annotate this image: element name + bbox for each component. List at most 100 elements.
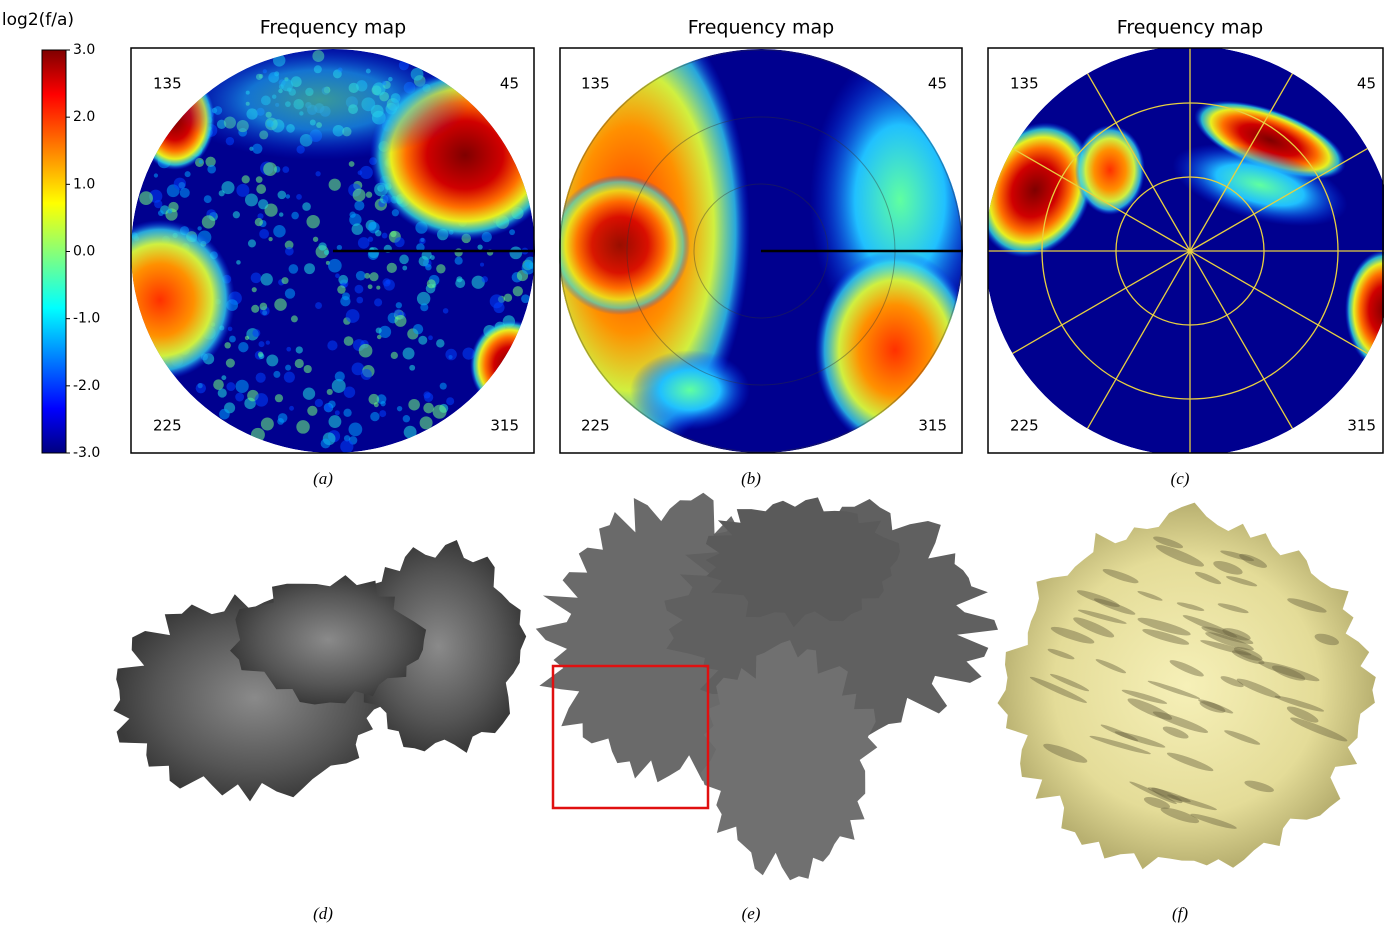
- speckle: [278, 191, 287, 200]
- speckle: [370, 412, 379, 421]
- speckle: [185, 171, 191, 177]
- angle-label: 225: [581, 417, 610, 435]
- speckle: [397, 406, 402, 411]
- speckle: [352, 223, 363, 234]
- angle-label: 315: [1347, 417, 1376, 435]
- speckle: [335, 371, 345, 381]
- speckle: [428, 335, 433, 340]
- speckle: [359, 344, 373, 358]
- speckle: [289, 264, 299, 274]
- speckle: [513, 286, 523, 296]
- speckle: [221, 375, 226, 380]
- speckle: [360, 166, 373, 179]
- speckle: [226, 358, 235, 367]
- speckle: [304, 263, 315, 274]
- speckle: [251, 272, 262, 283]
- angle-label: 45: [500, 75, 519, 93]
- speckle: [356, 271, 366, 281]
- speckle: [204, 195, 212, 203]
- speckle: [213, 379, 224, 390]
- speckle: [524, 257, 536, 269]
- speckle: [509, 229, 515, 235]
- speckle: [285, 288, 295, 298]
- speckle: [306, 215, 319, 228]
- speckle: [343, 409, 351, 417]
- speckle: [197, 226, 201, 230]
- speckle: [289, 406, 294, 411]
- speckle: [368, 237, 373, 242]
- angle-label: 315: [918, 417, 947, 435]
- caption: (e): [742, 904, 761, 923]
- speckle: [328, 259, 342, 273]
- speckle: [266, 354, 278, 366]
- speckle: [417, 292, 430, 305]
- colorbar-tick-label: -2.0: [73, 378, 100, 394]
- speckle: [387, 263, 397, 273]
- speckle: [327, 389, 333, 395]
- speckle: [318, 242, 326, 250]
- speckle: [427, 279, 436, 288]
- speckle: [259, 229, 269, 239]
- speckle: [480, 263, 484, 267]
- speckle: [340, 440, 353, 453]
- speckle: [420, 416, 433, 429]
- speckle: [282, 277, 289, 284]
- angle-label: 225: [153, 417, 182, 435]
- speckle: [369, 272, 378, 281]
- speckle: [255, 393, 268, 406]
- speckle: [282, 166, 289, 173]
- speckle: [277, 418, 284, 425]
- figure: log2(f/a)3.02.01.00.0-1.0-2.0-3.0Frequen…: [0, 0, 1384, 927]
- speckle: [344, 336, 354, 346]
- speckle: [356, 297, 363, 304]
- speckle: [521, 294, 530, 303]
- speckle: [327, 340, 337, 350]
- speckle: [219, 190, 225, 196]
- speckle: [296, 420, 309, 433]
- speckle: [236, 184, 249, 197]
- speckle: [329, 415, 342, 428]
- caption: (c): [1171, 469, 1190, 488]
- speckle: [443, 308, 449, 314]
- speckle: [361, 369, 372, 380]
- caption: (b): [741, 469, 761, 488]
- speckle: [279, 212, 283, 216]
- speckle: [403, 415, 410, 422]
- speckle: [335, 273, 340, 278]
- speckle: [202, 215, 215, 228]
- speckle: [391, 352, 398, 359]
- blob: [85, 220, 235, 380]
- speckle: [436, 264, 445, 273]
- caption: (d): [313, 904, 333, 923]
- speckle: [376, 328, 382, 334]
- speckle: [248, 239, 256, 247]
- speckle: [413, 324, 423, 334]
- blob: [815, 250, 975, 450]
- speckle: [344, 386, 355, 397]
- speckle: [260, 303, 268, 311]
- colorbar-tick-label: 2.0: [73, 109, 95, 125]
- speckle: [268, 237, 272, 241]
- speckle: [342, 292, 350, 300]
- speckle: [490, 294, 504, 308]
- speckle: [285, 365, 291, 371]
- speckle: [349, 161, 355, 167]
- speckle: [154, 173, 158, 177]
- angle-label: 135: [1010, 75, 1039, 93]
- speckle: [229, 336, 236, 343]
- speckle: [423, 403, 434, 414]
- speckle: [236, 260, 241, 265]
- speckle: [274, 298, 287, 311]
- speckle: [425, 264, 431, 270]
- speckle: [329, 179, 341, 191]
- speckle: [261, 418, 274, 431]
- speckle: [504, 294, 512, 302]
- speckle: [436, 339, 444, 347]
- speckle: [376, 286, 380, 290]
- speckle: [263, 162, 277, 176]
- speckle: [291, 212, 299, 220]
- speckle: [233, 211, 240, 218]
- speckle: [374, 298, 382, 306]
- speckle: [382, 233, 388, 239]
- speckle: [402, 266, 407, 271]
